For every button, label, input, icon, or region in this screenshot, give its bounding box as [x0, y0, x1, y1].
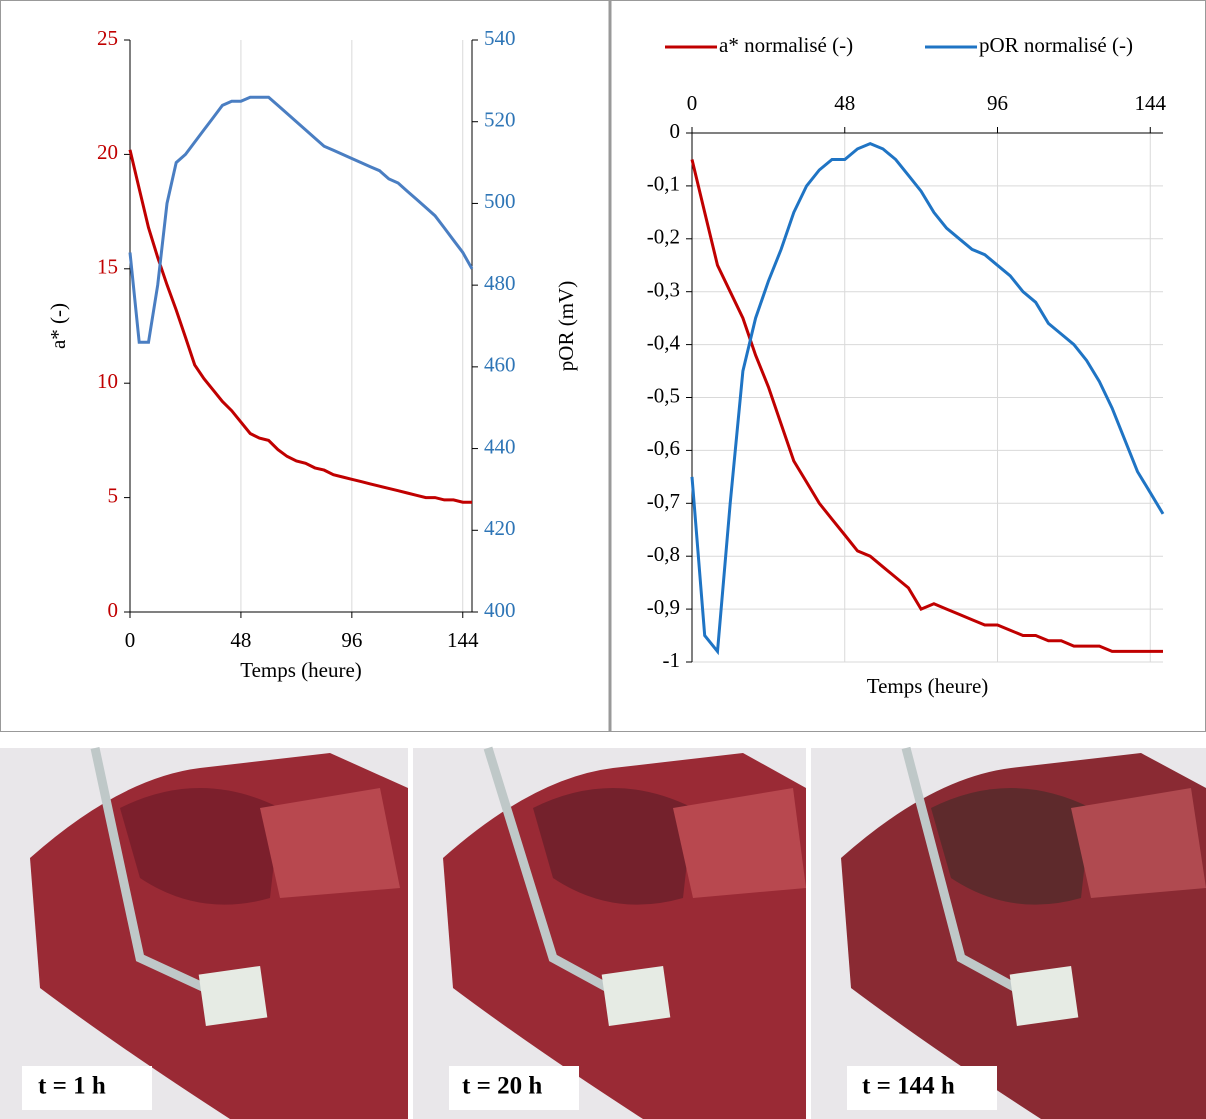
y2-tick-label: 540 [484, 26, 516, 50]
photo [811, 746, 1206, 1119]
y-tick-label: 20 [97, 140, 118, 164]
series-line [128, 149, 472, 504]
y2-tick-label: 420 [484, 516, 516, 540]
y-tick-label: 25 [97, 26, 118, 50]
y-tick-label: 5 [108, 483, 119, 507]
meat-lean [120, 788, 280, 905]
y-tick-label: -0,3 [647, 278, 680, 302]
y-tick-label: -0,9 [647, 595, 680, 619]
y-tick-label: -0,8 [647, 542, 680, 566]
y2-tick-label: 440 [484, 434, 516, 458]
x-tick-label: 48 [834, 91, 855, 115]
x-axis-label: Temps (heure) [240, 658, 362, 682]
series-line [690, 141, 1165, 656]
y-tick-label: 0 [108, 598, 119, 622]
x-axis-label: Temps (heure) [867, 674, 989, 698]
x-tick-label: 96 [341, 628, 362, 652]
y-tick-label: 0 [670, 119, 681, 143]
probe-cable [901, 746, 1019, 992]
x-tick-label: 144 [1135, 91, 1167, 115]
y-tick-label: -0,5 [647, 383, 680, 407]
meat-lean [533, 788, 693, 905]
photo-label: t = 144 h [862, 1073, 955, 1100]
probe-cable [483, 746, 611, 992]
y-tick-label: -0,4 [647, 330, 681, 354]
chart-frame [0, 0, 1206, 732]
y2-tick-label: 400 [484, 598, 516, 622]
label-box [22, 1066, 152, 1110]
series-line [128, 95, 474, 344]
meat-muscle [1071, 788, 1206, 898]
legend-label: pOR normalisé (-) [979, 33, 1133, 57]
probe [1009, 965, 1079, 1027]
meat-muscle [260, 788, 400, 898]
label-box [449, 1066, 579, 1110]
probe [601, 965, 671, 1027]
y2-tick-label: 480 [484, 271, 516, 295]
photo-label: t = 1 h [38, 1073, 106, 1100]
y2-tick-label: 460 [484, 353, 516, 377]
x-tick-label: 0 [687, 91, 698, 115]
probe-cable [90, 747, 207, 993]
photo [0, 747, 408, 1119]
x-tick-label: 48 [230, 628, 251, 652]
photo-label: t = 20 h [462, 1073, 542, 1100]
photo [413, 746, 806, 1119]
x-tick-label: 0 [125, 628, 136, 652]
x-tick-label: 96 [987, 91, 1008, 115]
x-tick-label: 144 [447, 628, 479, 652]
meat-muscle [673, 788, 806, 898]
y-axis-label: a* (-) [46, 303, 70, 349]
series-line [690, 159, 1163, 653]
meat-lean [931, 788, 1091, 905]
y-tick-label: 10 [97, 369, 118, 393]
probe [198, 965, 268, 1027]
y2-tick-label: 520 [484, 108, 516, 132]
y2-tick-label: 500 [484, 189, 516, 213]
legend-label: a* normalisé (-) [719, 33, 853, 57]
y-tick-label: -0,6 [647, 436, 680, 460]
y2-axis-label: pOR (mV) [554, 281, 578, 371]
y-tick-label: -1 [663, 648, 681, 672]
label-box [847, 1066, 997, 1110]
y-tick-label: -0,7 [647, 489, 680, 513]
y-tick-label: -0,1 [647, 172, 680, 196]
y-tick-label: 15 [97, 255, 118, 279]
y-tick-label: -0,2 [647, 225, 680, 249]
